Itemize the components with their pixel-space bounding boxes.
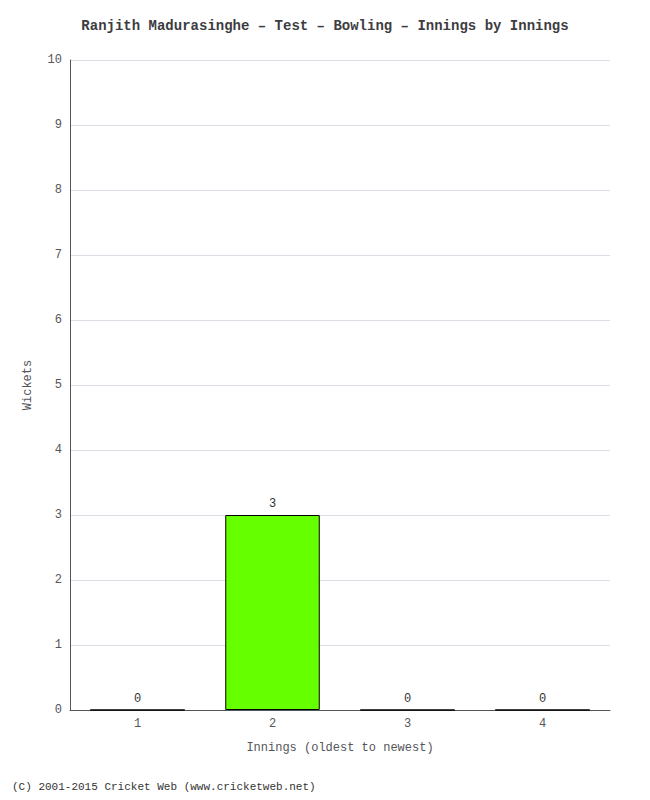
svg-text:6: 6 (55, 313, 62, 327)
svg-text:(C) 2001-2015 Cricket Web (www: (C) 2001-2015 Cricket Web (www.cricketwe… (12, 781, 316, 793)
svg-text:3: 3 (269, 497, 276, 511)
svg-text:2: 2 (269, 717, 276, 731)
svg-text:0: 0 (404, 692, 411, 706)
svg-text:0: 0 (539, 692, 546, 706)
svg-text:3: 3 (55, 508, 62, 522)
svg-text:10: 10 (48, 53, 62, 67)
svg-text:Innings (oldest to newest): Innings (oldest to newest) (246, 741, 433, 755)
svg-text:0: 0 (55, 703, 62, 717)
svg-text:9: 9 (55, 118, 62, 132)
svg-text:1: 1 (134, 717, 141, 731)
svg-text:8: 8 (55, 183, 62, 197)
svg-text:0: 0 (134, 692, 141, 706)
svg-text:4: 4 (539, 717, 546, 731)
svg-text:Wickets: Wickets (21, 360, 35, 410)
svg-text:4: 4 (55, 443, 62, 457)
svg-text:7: 7 (55, 248, 62, 262)
svg-text:2: 2 (55, 573, 62, 587)
svg-text:3: 3 (404, 717, 411, 731)
svg-text:5: 5 (55, 378, 62, 392)
svg-text:Ranjith Madurasinghe – Test –: Ranjith Madurasinghe – Test – Bowling – … (81, 18, 568, 34)
svg-text:1: 1 (55, 638, 62, 652)
